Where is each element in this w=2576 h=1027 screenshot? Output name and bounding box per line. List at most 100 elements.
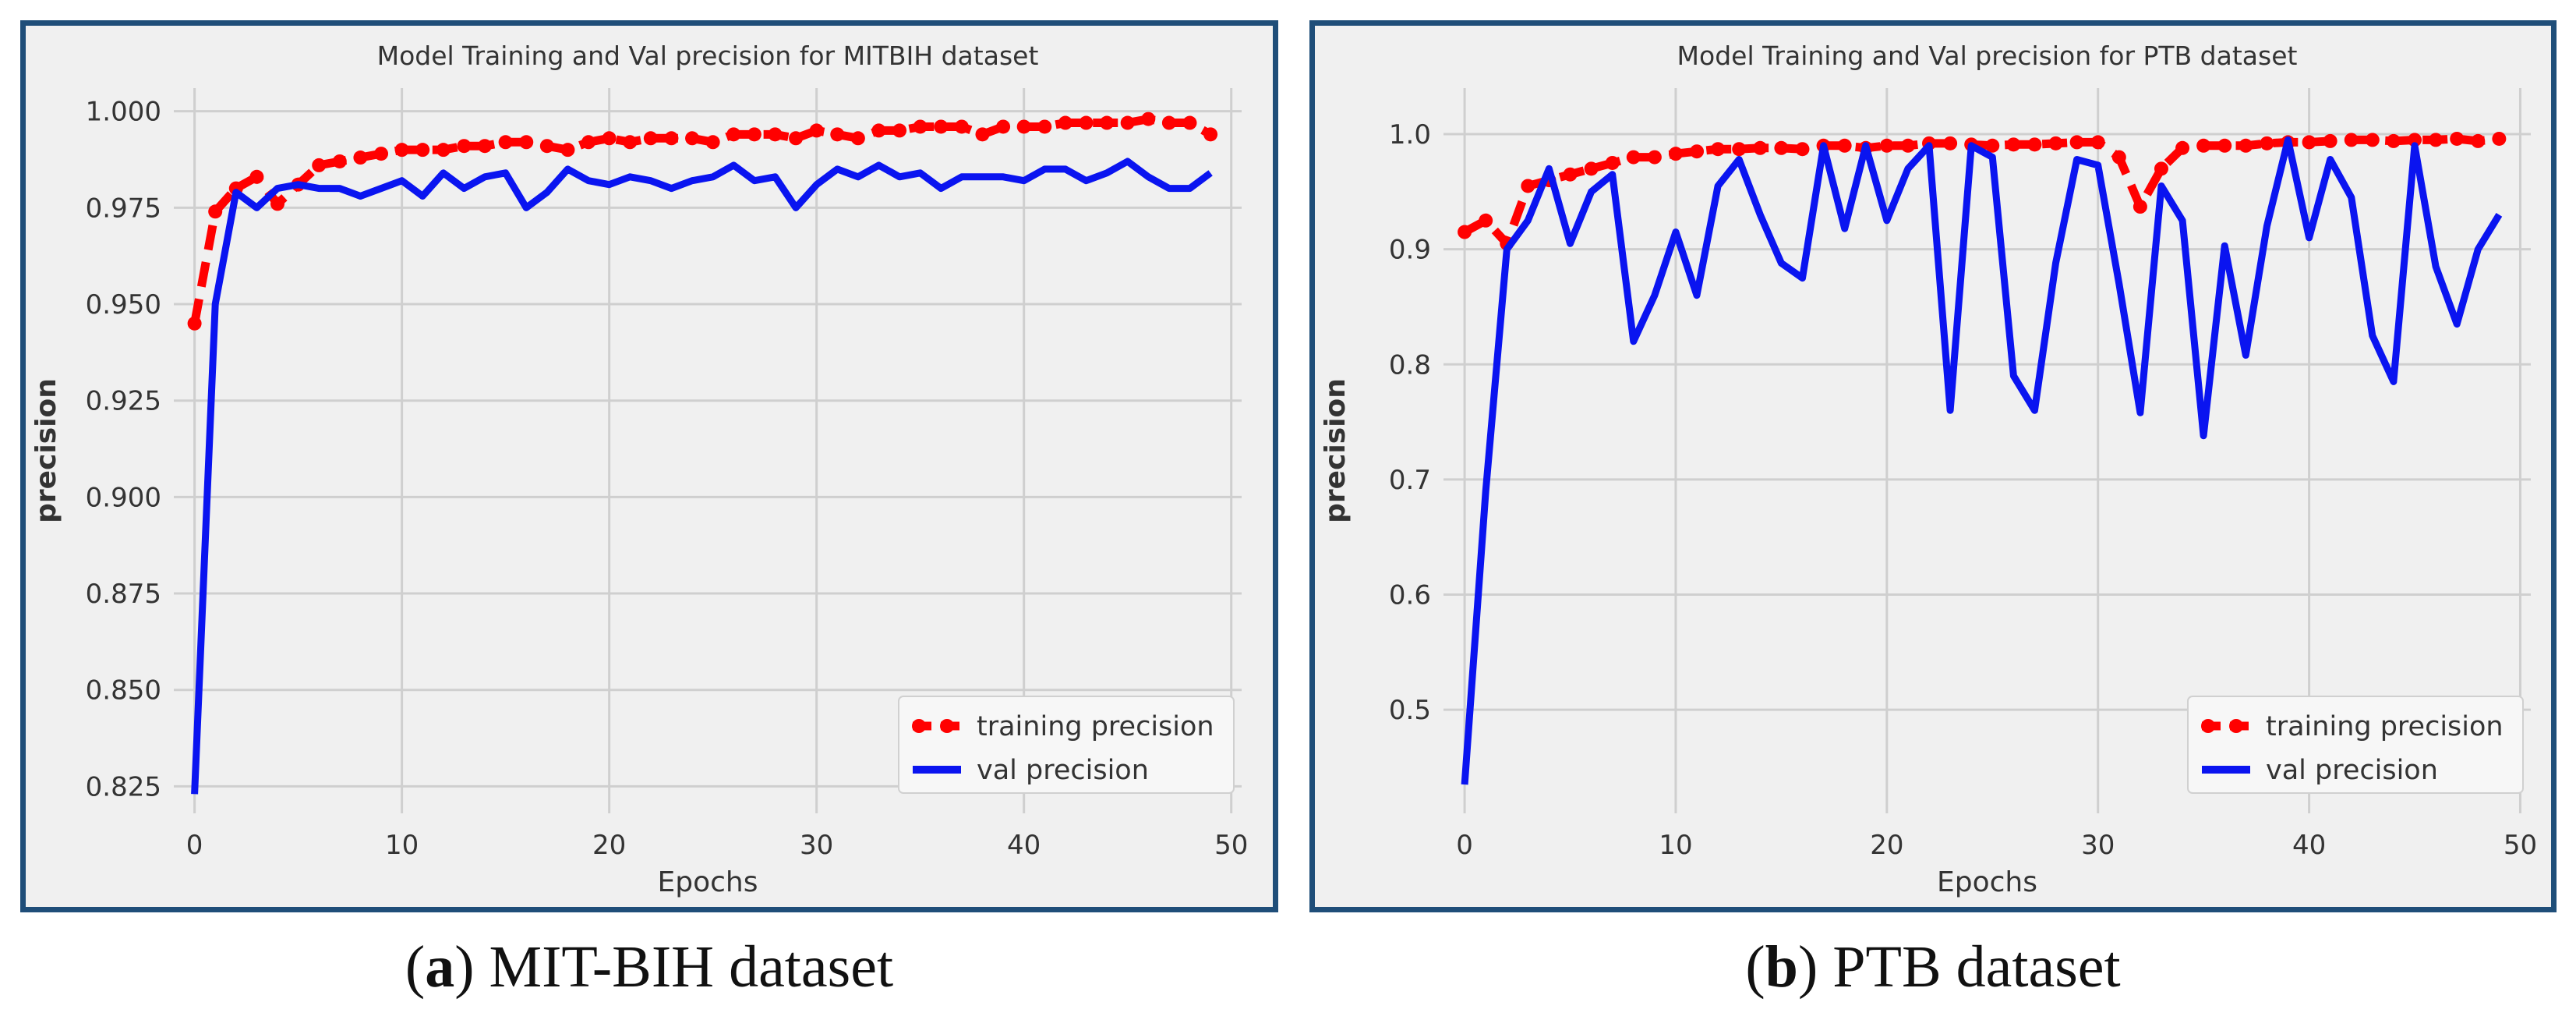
training-precision-point [374,147,389,161]
x-tick-label: 30 [2081,830,2115,861]
training-precision-point [2471,133,2486,148]
training-precision-point [685,131,700,146]
training-precision-point [2450,131,2465,146]
training-precision-point [2408,133,2422,147]
training-precision-point [498,135,513,150]
legend-box [2187,696,2524,794]
training-precision-point [2196,138,2211,153]
training-precision-point [2027,137,2042,152]
training-precision-point [2175,140,2190,155]
training-precision-point [2048,136,2063,151]
training-precision-point [2429,133,2443,147]
training-precision-point [954,119,969,134]
training-precision-point [1521,179,1535,193]
training-precision-point [1584,161,1599,176]
training-precision-point [353,151,368,165]
training-precision-point [1563,167,1578,182]
caption-ptb: (b) PTB dataset [1745,934,2121,1000]
training-precision-point [809,123,824,138]
legend-label: val precision [2266,755,2438,786]
training-precision-point [1985,138,2000,153]
training-precision-point [1626,150,1641,165]
training-precision-point [1182,115,1197,130]
x-tick-label: 40 [1007,830,1041,861]
training-precision-point [830,127,845,142]
legend-label: training precision [2266,711,2504,742]
chart-svg-ptb: 0 10 20 30 40 50 0.5 0.6 0.7 0.8 0.9 1.0 Model Train… [1320,41,2537,898]
training-precision-point [768,127,783,142]
training-precision-point [1753,140,1768,155]
training-precision-point [850,131,865,146]
y-tick-label: 0.825 [86,771,161,802]
training-precision-point [747,127,761,142]
training-precision-point [2069,135,2084,150]
x-tick-label: 40 [2292,830,2326,861]
training-precision-point [996,119,1011,134]
training-precision-point [1647,150,1662,165]
y-axis-label: precision [30,378,62,523]
training-precision-point [457,139,472,154]
training-precision-point [2260,136,2274,151]
val-precision-line [191,158,1213,795]
training-precision-point [436,143,451,158]
training-precision-point [2239,138,2253,153]
training-precision-point [913,119,928,134]
y-axis-label: precision [1320,378,1352,523]
legend-training-marker [2201,719,2215,733]
legend-training-marker [2229,719,2243,733]
training-precision-point [2111,150,2126,165]
training-precision-point [1774,140,1789,155]
training-precision-point [1079,115,1094,130]
y-tick-label: 0.975 [86,193,161,224]
training-precision-point [2006,137,2021,152]
chart-title: Model Training and Val precision for MIT… [377,41,1039,71]
training-precision-point [539,139,554,154]
caption-text: ) MIT-BIH dataset [454,934,894,1000]
caption-text: ) PTB dataset [1797,934,2121,1000]
training-precision-point [519,135,534,150]
training-precision-point [602,131,617,146]
training-precision-point [2090,135,2105,150]
training-precision-point [478,139,493,154]
caption-letter: a [425,934,455,1000]
training-precision-point [1795,142,1810,157]
chart-panel-ptb: 0 10 20 30 40 50 0.5 0.6 0.7 0.8 0.9 1.0 Model Train… [1309,20,2557,912]
x-tick-label: 10 [1659,830,1692,861]
training-precision-point [623,135,638,150]
y-tick-label: 0.6 [1389,580,1431,611]
training-precision-point [789,131,804,146]
training-precision-point [560,143,575,158]
training-precision-point [2217,138,2232,153]
y-tick-label: 0.5 [1389,695,1431,726]
x-axis-label: Epochs [1937,866,2037,898]
training-precision-point [2133,200,2147,214]
training-precision-point [726,127,741,142]
training-precision-point [643,131,658,146]
x-axis-label: Epochs [658,866,758,898]
chart-svg-mitbih: 0 10 20 30 40 50 0.825 0.850 0.875 0.900 0.925 0.95… [30,41,1248,898]
training-precision-point [1690,144,1705,159]
legend-label: training precision [977,711,1214,742]
training-precision-point [415,143,430,158]
y-tick-label: 0.7 [1389,465,1431,496]
training-precision-point [892,123,907,138]
training-precision-line [190,115,1213,324]
training-precision-point [1037,119,1052,134]
training-precision-point [1943,136,1958,151]
training-precision-point [705,135,720,150]
training-precision-point [1016,119,1031,134]
training-precision-point [2154,161,2168,176]
x-tick-label: 30 [800,830,833,861]
training-precision-point [1458,225,1472,239]
training-precision-point [2365,133,2380,147]
x-tick-label: 0 [186,830,203,861]
chart-title: Model Training and Val precision for PTB… [1677,41,2298,71]
training-precision-point [871,123,886,138]
training-precision-point [1605,155,1620,170]
legend-training-marker [912,719,926,733]
training-precision-point [1479,213,1493,228]
training-precision-point [2302,135,2316,150]
y-tick-label: 0.925 [86,386,161,417]
caption-mitbih: (a) MIT-BIH dataset [405,934,894,1000]
training-precision-point [312,158,327,172]
